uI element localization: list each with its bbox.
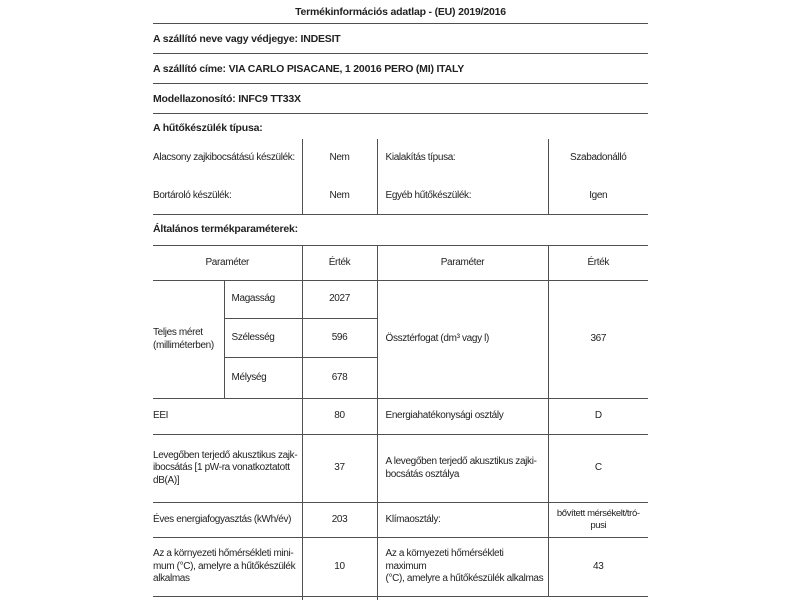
appliance-type-table: Alacsony zajkibocsátású készülék: Nem Ki… — [153, 139, 648, 215]
dimension-name: Magasság — [223, 280, 303, 319]
param-value: Nem — [301, 596, 378, 600]
type-section-heading: A hűtőkészülék típusa: — [153, 122, 263, 134]
param-label: Egyéb hűtőkészülék: — [376, 178, 548, 215]
param-value: 80 — [301, 398, 378, 435]
param-label: Energiahatékonysági osztály — [376, 398, 549, 435]
dimension-name: Szélesség — [223, 318, 303, 358]
datasheet-page: Termékinformációs adatlap - (EU) 2019/20… — [153, 0, 649, 600]
param-label: Levegőben terjedő akusztikus zajk- ibocs… — [153, 434, 303, 503]
param-value: Szabadonálló — [547, 139, 648, 178]
dimension-value: 596 — [301, 318, 378, 358]
param-value: C — [547, 434, 649, 503]
param-label: EEI — [153, 398, 303, 435]
param-value: 203 — [301, 502, 378, 538]
dimension-name: Mélység — [223, 357, 303, 399]
table-row: EEI 80 Energiahatékonysági osztály D — [153, 398, 649, 435]
param-label: Alacsony zajkibocsátású készülék: — [153, 152, 295, 164]
column-header: Paraméter — [376, 245, 549, 281]
model-id-line: Modellazonosító: INFC9 TT33X — [153, 84, 648, 114]
param-label: Össztérfogat (dm³ vagy l) — [376, 280, 549, 399]
param-value: 37 — [301, 434, 378, 503]
empty-cell — [376, 596, 649, 600]
table-row: Levegőben terjedő akusztikus zajk- ibocs… — [153, 434, 649, 503]
supplier-address-line: A szállító címe: VIA CARLO PISACANE, 1 2… — [153, 54, 648, 84]
table-row: Alacsony zajkibocsátású készülék: Nem Ki… — [153, 139, 648, 178]
param-value: bővített mérsékelt/tró- pusi — [547, 502, 649, 538]
param-label: Kialakítás típusa: — [376, 139, 548, 178]
params-section-heading: Általános termékparaméterek: — [153, 223, 298, 235]
param-label: Az a környezeti hőmérsékleti maximum (°C… — [376, 537, 549, 597]
table-row: Teljes méret (milliméterben) Magasság 20… — [153, 280, 649, 399]
param-value: Igen — [547, 178, 648, 215]
table-row: Bortároló készülék: Nem Egyéb hűtőkészül… — [153, 178, 648, 215]
column-header: Érték — [301, 245, 378, 281]
table-row: Az a környezeti hőmérsékleti mini- mum (… — [153, 537, 649, 597]
param-label: Éves energiafogyasztás (kWh/év) — [153, 502, 303, 538]
page-title: Termékinformációs adatlap - (EU) 2019/20… — [153, 0, 648, 24]
column-header: Paraméter — [153, 245, 303, 281]
param-value: 367 — [547, 280, 649, 399]
param-label: Bortároló készülék: — [153, 189, 232, 201]
param-label: A levegőben terjedő akusztikus zajki- bo… — [376, 434, 549, 503]
param-value: 10 — [301, 537, 378, 597]
param-value: 43 — [547, 537, 649, 597]
dimension-value: 2027 — [301, 280, 378, 319]
supplier-name-line: A szállító neve vagy védjegye: INDESIT — [153, 24, 648, 54]
table-row: Szélesség 596 — [153, 318, 648, 358]
param-label: Teljes méret (milliméterben) — [153, 280, 225, 399]
general-parameters-table: Paraméter Érték Paraméter Érték Teljes m… — [153, 245, 649, 600]
table-row: Éves energiafogyasztás (kWh/év) 203 Klím… — [153, 502, 649, 538]
dimension-value: 678 — [301, 357, 378, 399]
param-label: Klímaosztály: — [376, 502, 549, 538]
param-value: Nem — [301, 178, 377, 215]
param-label: Az a környezeti hőmérsékleti mini- mum (… — [153, 537, 303, 597]
column-header: Érték — [547, 245, 649, 281]
table-header-row: Paraméter Érték Paraméter Érték — [153, 245, 649, 281]
table-row: Téli üzemmód Nem — [153, 596, 649, 600]
param-label: Téli üzemmód — [153, 596, 303, 600]
param-value: Nem — [301, 139, 377, 178]
param-value: D — [547, 398, 649, 435]
